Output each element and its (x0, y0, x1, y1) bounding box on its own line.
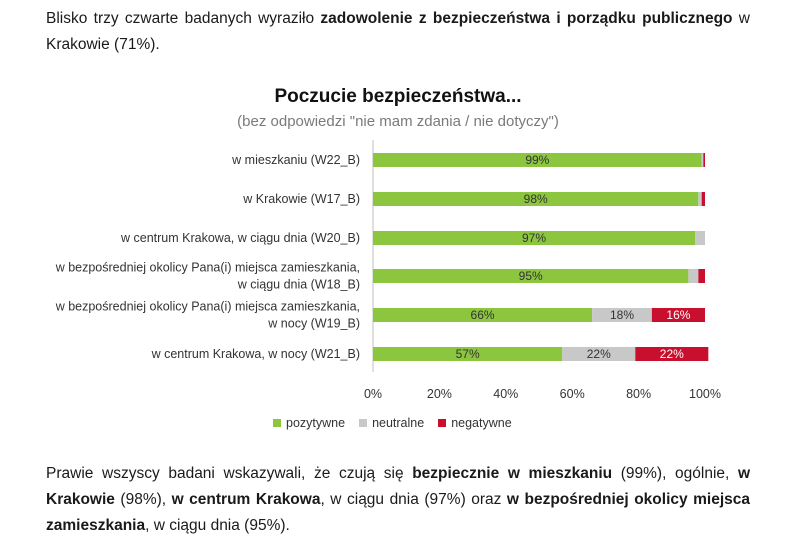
outro-bold-3: w centrum Krakowa (171, 491, 321, 508)
data-label: 95% (519, 269, 543, 283)
x-tick-label: 20% (427, 387, 452, 401)
x-tick-label: 40% (493, 387, 518, 401)
category-label: w nocy (W19_B) (267, 317, 360, 331)
data-label: 22% (660, 347, 684, 361)
bar-segment-neutralne (688, 269, 699, 283)
bar-segment-pozytywne (373, 347, 563, 361)
intro-text-1: Blisko trzy czwarte badanych wyraziło (46, 10, 321, 27)
data-label: 98% (524, 192, 548, 206)
bar-segment-neutralne (695, 231, 705, 245)
category-label: w bezpośredniej okolicy Pana(i) miejsca … (55, 261, 360, 275)
bar-segment-pozytywne (373, 269, 689, 283)
legend-item-positive: pozytywne (273, 416, 345, 430)
x-tick-label: 100% (689, 387, 721, 401)
outro-text-2: (99%), ogólnie, (612, 465, 738, 482)
outro-text-5: , w ciągu dnia (95%). (145, 517, 290, 534)
category-label: w mieszkaniu (W22_B) (231, 153, 360, 167)
legend-item-neutral: neutralne (359, 416, 424, 430)
bar-segment-negatywne (651, 308, 705, 322)
data-label: 22% (587, 347, 611, 361)
chart-title: Poczucie bezpieczeństwa... (274, 86, 522, 107)
bar-segment-neutralne (592, 308, 652, 322)
bar-segment-pozytywne (373, 231, 696, 245)
data-label: 66% (471, 308, 495, 322)
bar-segment-neutralne (698, 192, 702, 206)
outro-paragraph: Prawie wszyscy badani wskazywali, że czu… (46, 461, 750, 539)
outro-bold-2: w Krakowie (46, 465, 751, 508)
data-label: 16% (666, 308, 690, 322)
chart-subtitle: (bez odpowiedzi "nie mam zdania / nie do… (237, 113, 559, 130)
bar-segment-negatywne (635, 347, 709, 361)
bar-segment-negatywne (698, 269, 705, 283)
data-label: 97% (522, 231, 546, 245)
legend-label-positive: pozytywne (286, 416, 346, 430)
category-label: w centrum Krakowa, w nocy (W21_B) (151, 347, 360, 361)
legend-label-neutral: neutralne (372, 416, 425, 430)
intro-text-2: w Krakowie (71%). (46, 10, 750, 53)
bar-segment-pozytywne (373, 153, 702, 167)
legend-label-negative: negatywne (451, 416, 512, 430)
legend-item-negative: negatywne (438, 416, 512, 430)
category-label: w bezpośredniej okolicy Pana(i) miejsca … (55, 300, 360, 314)
data-label: 18% (610, 308, 634, 322)
outro-text-4: , w ciągu dnia (97%) oraz (320, 491, 507, 508)
data-label: 99% (525, 153, 549, 167)
x-tick-label: 80% (626, 387, 651, 401)
legend-swatch-negative (438, 419, 447, 427)
outro-bold-4: w bezpośredniej okolicy miejsca zamieszk… (46, 491, 751, 534)
category-label: w ciągu dnia (W18_B) (237, 278, 360, 292)
bar-segment-pozytywne (373, 308, 593, 322)
intro-paragraph: Blisko trzy czwarte badanych wyraziło za… (46, 6, 750, 58)
bar-segment-neutralne (701, 153, 704, 167)
outro-text-3: (98%), (114, 491, 172, 508)
bar-segment-negatywne (703, 153, 705, 167)
x-tick-label: 60% (560, 387, 585, 401)
bar-segment-neutralne (562, 347, 636, 361)
x-tick-label: 0% (364, 387, 382, 401)
intro-bold-1: zadowolenie z bezpieczeństwa i porządku … (320, 10, 733, 27)
legend-swatch-neutral (359, 419, 368, 427)
bar-segment-pozytywne (373, 192, 699, 206)
chart-legend: pozytywne neutralne negatywne (273, 416, 512, 430)
outro-bold-1: bezpiecznie w mieszkaniu (412, 465, 613, 482)
legend-swatch-positive (273, 419, 281, 427)
data-label: 57% (456, 347, 480, 361)
outro-text-1: Prawie wszyscy badani wskazywali, że czu… (46, 465, 413, 482)
category-label: w Krakowie (W17_B) (242, 192, 360, 206)
bar-segment-negatywne (701, 192, 705, 206)
category-label: w centrum Krakowa, w ciągu dnia (W20_B) (120, 231, 360, 245)
